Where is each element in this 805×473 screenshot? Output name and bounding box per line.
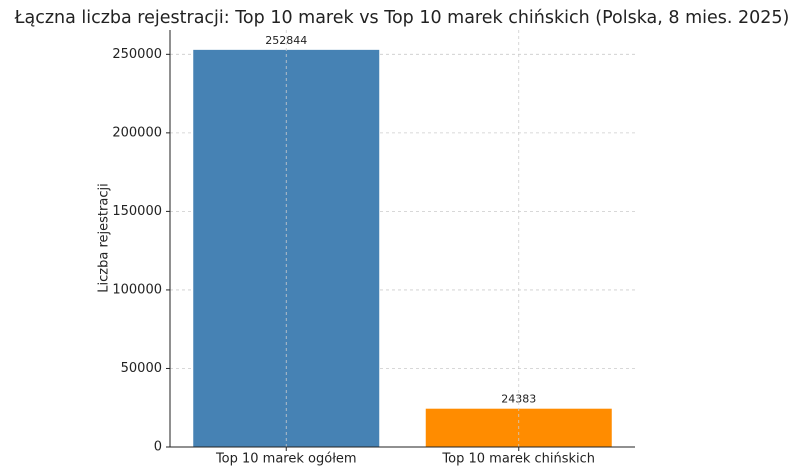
data-label: 24383	[501, 393, 536, 406]
y-tick-label: 0	[154, 440, 162, 455]
x-tick-label: Top 10 marek chińskich	[441, 452, 595, 467]
y-tick-label: 250000	[112, 47, 162, 62]
chart-title: Łączna liczba rejestracji: Top 10 marek …	[14, 8, 790, 28]
x-tick-label: Top 10 marek ogółem	[215, 452, 357, 467]
y-tick-label: 200000	[112, 125, 162, 140]
y-tick-label: 50000	[121, 361, 162, 376]
y-tick-label: 100000	[112, 282, 162, 297]
y-tick-label: 150000	[112, 204, 162, 219]
data-label: 252844	[265, 34, 307, 47]
y-axis-label: Liczba rejestracji	[97, 183, 112, 292]
